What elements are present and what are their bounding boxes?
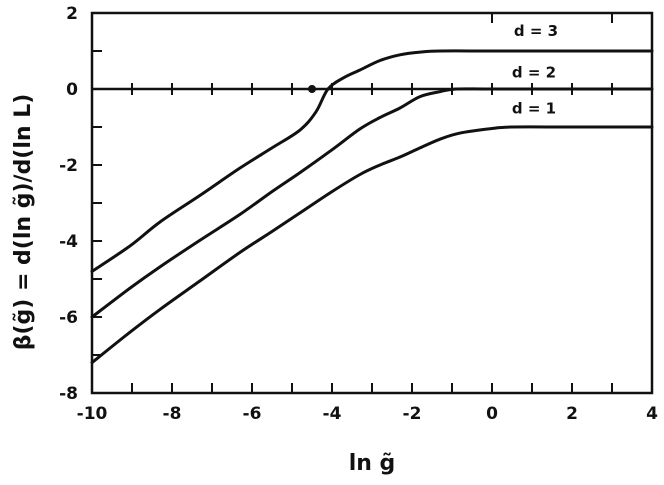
curve-d1 bbox=[90, 125, 654, 365]
plot-border bbox=[90, 11, 654, 395]
x-tick-label: 0 bbox=[486, 404, 498, 424]
curve-labels: d = 3 d = 2 d = 1 bbox=[512, 22, 558, 118]
x-tick-label: -6 bbox=[243, 404, 262, 424]
curve-label: d = 3 bbox=[514, 22, 558, 40]
curve-d3 bbox=[90, 49, 654, 273]
x-axis-title: ln g̃ bbox=[349, 451, 396, 476]
x-tick-label: -2 bbox=[403, 404, 422, 424]
y-tick-label: -6 bbox=[59, 308, 78, 328]
y-tick-label: -2 bbox=[59, 156, 78, 176]
y-tick-label: 0 bbox=[66, 80, 78, 100]
x-tick-label: 2 bbox=[566, 404, 578, 424]
fixed-point-marker bbox=[308, 85, 316, 93]
x-tick-label: -8 bbox=[163, 404, 182, 424]
x-tick-label: -4 bbox=[323, 404, 342, 424]
x-tick-label: 4 bbox=[646, 404, 658, 424]
tick-labels: -10 -8 -6 -4 -2 0 2 420-2-4-6-8 bbox=[59, 4, 658, 424]
curve-label: d = 2 bbox=[512, 64, 556, 82]
y-tick-label: -4 bbox=[59, 232, 78, 252]
y-tick-label: 2 bbox=[66, 4, 78, 24]
plot-frame bbox=[90, 11, 654, 395]
curve-d2 bbox=[90, 87, 654, 319]
x-tick-label: -10 bbox=[77, 404, 108, 424]
curves bbox=[90, 49, 654, 365]
y-tick-label: -8 bbox=[59, 384, 78, 404]
y-axis-title: β(g̃) = d(ln g̃)/d(ln L) bbox=[11, 94, 36, 351]
curve-label: d = 1 bbox=[512, 100, 556, 118]
